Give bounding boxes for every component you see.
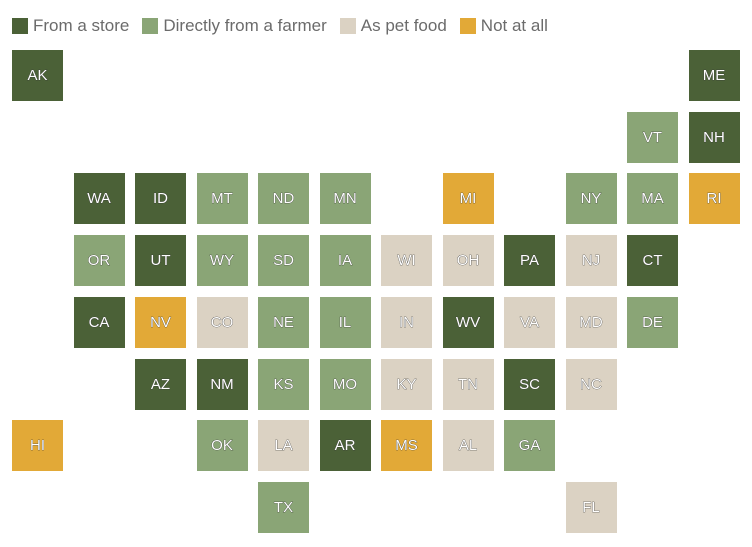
state-tile: MS xyxy=(381,420,432,472)
state-tile: AK xyxy=(12,50,63,101)
state-tile: WI xyxy=(381,235,432,287)
state-tile: TN xyxy=(442,358,494,410)
state-tile: OR xyxy=(73,235,125,287)
state-tile: ND xyxy=(258,173,309,225)
state-tile: NC xyxy=(565,358,617,410)
state-tile: VT xyxy=(627,111,678,163)
legend-swatch xyxy=(142,18,159,34)
state-tile: VA xyxy=(504,296,555,348)
legend: From a store Directly from a farmer As pet… xyxy=(12,16,548,36)
legend-label: From a store xyxy=(33,16,130,35)
state-tile: AL xyxy=(442,420,494,472)
legend-item: From a store xyxy=(12,16,129,36)
state-tile: IA xyxy=(319,235,371,287)
legend-swatch xyxy=(12,18,28,34)
state-tile: NY xyxy=(565,173,617,225)
state-tile: OK xyxy=(196,420,248,472)
state-tile: WA xyxy=(73,173,125,225)
state-tile: NH xyxy=(688,111,740,163)
state-tile: AR xyxy=(319,420,371,472)
legend-label: As pet food xyxy=(360,16,447,35)
state-tile: SD xyxy=(258,235,309,287)
legend-label: Not at all xyxy=(480,16,548,35)
state-tile: MO xyxy=(319,358,371,410)
state-tile: AZ xyxy=(135,358,186,410)
state-tile: DE xyxy=(627,296,678,348)
legend-swatch xyxy=(339,18,356,34)
state-tile: FL xyxy=(565,481,617,533)
state-tile: NV xyxy=(135,296,186,348)
state-tile: MT xyxy=(196,173,248,225)
state-tile: KY xyxy=(381,358,432,410)
state-tile: CA xyxy=(73,296,125,348)
state-tile: TX xyxy=(258,481,309,533)
state-tile: GA xyxy=(504,420,555,472)
state-tile: WV xyxy=(442,296,494,348)
state-tile: MI xyxy=(442,173,494,225)
state-tile: CT xyxy=(627,235,678,287)
state-tile: KS xyxy=(258,358,309,410)
state-tile: ME xyxy=(688,50,740,101)
state-tile: LA xyxy=(258,420,309,472)
legend-item: Not at all xyxy=(459,16,548,36)
state-tile: NJ xyxy=(565,235,617,287)
state-tile: CO xyxy=(196,296,248,348)
state-tile: MA xyxy=(627,173,678,225)
legend-item: Directly from a farmer xyxy=(142,16,327,36)
state-tile: ID xyxy=(135,173,186,225)
state-tile: UT xyxy=(135,235,186,287)
state-tile: NE xyxy=(258,296,309,348)
state-tile: NM xyxy=(196,358,248,410)
state-tile: IN xyxy=(381,296,432,348)
state-tile: IL xyxy=(319,296,371,348)
state-tile: RI xyxy=(688,173,740,225)
state-tile: MD xyxy=(565,296,617,348)
legend-label: Directly from a farmer xyxy=(163,16,327,35)
state-tile: SC xyxy=(504,358,555,410)
state-tile: PA xyxy=(504,235,555,287)
state-tile: MN xyxy=(319,173,371,225)
state-tile: HI xyxy=(12,420,63,472)
legend-swatch xyxy=(459,18,476,34)
state-tile: WY xyxy=(196,235,248,287)
state-tile: OH xyxy=(442,235,494,287)
legend-item: As pet food xyxy=(339,16,447,36)
